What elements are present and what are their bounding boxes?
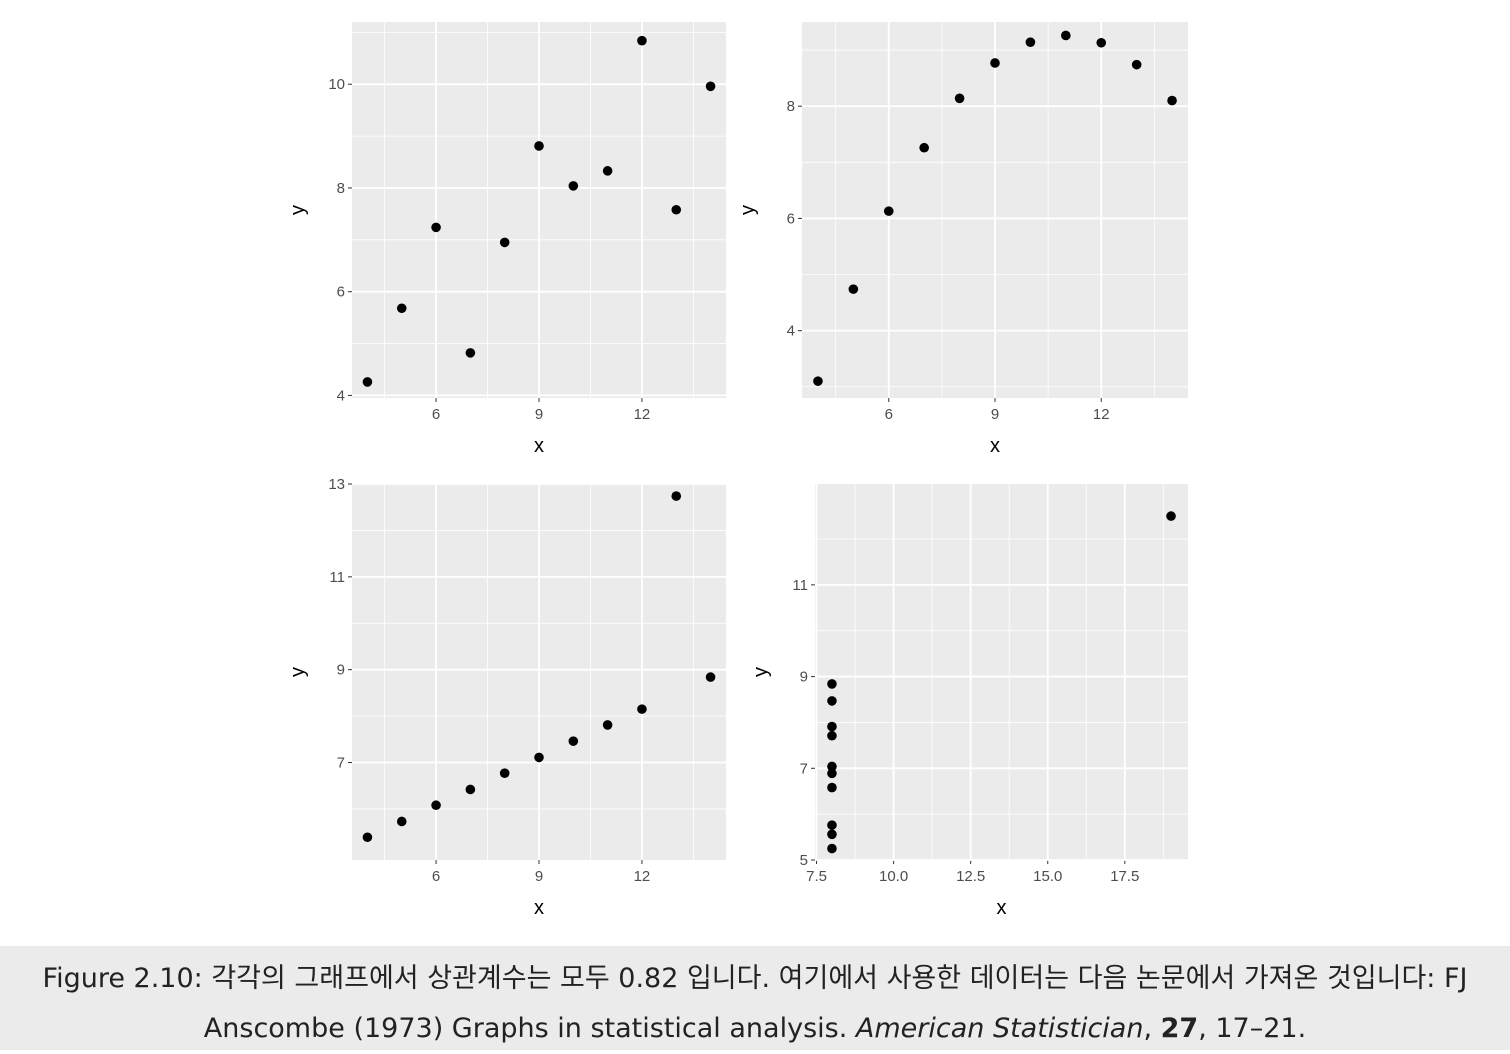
y-tick-label: 11 — [792, 577, 808, 594]
y-tick-label: 4 — [337, 387, 345, 404]
panel-background — [815, 484, 1188, 860]
data-point — [705, 81, 716, 92]
data-point — [813, 376, 823, 386]
data-point — [534, 141, 544, 151]
data-point — [568, 181, 579, 191]
x-tick-label: 10.0 — [879, 868, 908, 885]
y-tick-label: 8 — [787, 98, 795, 115]
scatter-panel-3: 6 9 12 7 9 11 13 x y — [287, 476, 726, 919]
data-point — [568, 736, 579, 746]
y-axis-title: y — [750, 667, 772, 677]
data-point — [465, 784, 476, 795]
caption-journal: American Statistician — [855, 1013, 1144, 1044]
y-axis-title: y — [287, 205, 309, 215]
scatter-panel-2: 6 9 12 4 6 8 x y — [737, 22, 1188, 457]
x-tick-label: 6 — [885, 406, 893, 423]
y-tick-label: 4 — [787, 323, 795, 340]
data-point — [1166, 511, 1176, 521]
x-tick-label: 15.0 — [1033, 868, 1062, 885]
data-point — [705, 672, 716, 682]
y-tick-label: 7 — [800, 760, 808, 777]
x-tick-label: 12 — [634, 868, 651, 885]
data-point — [827, 829, 837, 840]
data-point — [396, 816, 407, 827]
x-tick-label: 6 — [432, 868, 440, 885]
data-point — [431, 222, 441, 233]
y-tick-label: 13 — [328, 476, 345, 493]
x-tick-label: 12 — [1093, 406, 1110, 423]
x-axis-title: x — [997, 897, 1007, 919]
data-point — [431, 800, 441, 811]
data-point — [1096, 37, 1107, 48]
data-point — [848, 284, 859, 294]
scatter-plots-svg: 6 9 12 4 6 8 10 x y 6 9 12 4 6 8 x y 6 9 12 7 9 11 13 x y 7.5 10.0 1… — [287, 22, 1188, 919]
y-axis-title: y — [737, 205, 759, 215]
y-axis-title: y — [287, 667, 309, 677]
data-point — [499, 237, 510, 248]
y-tick-label: 9 — [800, 669, 808, 686]
data-point — [602, 166, 613, 176]
x-tick-label: 12.5 — [956, 868, 985, 885]
x-tick-label: 7.5 — [806, 868, 827, 885]
caption-text-1: Figure 2.10: 각각의 그래프에서 상관계수는 모두 0.82 입니다… — [42, 963, 1468, 1044]
data-point — [362, 832, 373, 843]
data-point — [954, 93, 965, 104]
caption-text-2: , — [1143, 1013, 1161, 1044]
data-point — [919, 142, 929, 153]
x-tick-label: 9 — [991, 406, 999, 423]
data-point — [1131, 59, 1142, 70]
y-tick-label: 9 — [337, 662, 345, 679]
data-point — [827, 679, 837, 689]
data-point — [827, 730, 837, 741]
data-point — [827, 721, 837, 732]
y-tick-label: 8 — [337, 180, 345, 197]
y-tick-label: 10 — [328, 76, 345, 93]
x-tick-label: 17.5 — [1110, 868, 1139, 885]
y-tick-label: 5 — [800, 852, 808, 869]
data-point — [1167, 95, 1177, 106]
x-axis-title: x — [534, 435, 544, 457]
y-tick-label: 6 — [787, 210, 795, 227]
data-point — [827, 820, 837, 830]
data-point — [671, 204, 682, 215]
data-point — [499, 768, 510, 778]
data-point — [827, 696, 837, 706]
data-point — [883, 206, 894, 216]
figure-caption: Figure 2.10: 각각의 그래프에서 상관계수는 모두 0.82 입니다… — [0, 946, 1510, 1050]
data-point — [602, 720, 613, 730]
scatter-panel-1: 6 9 12 4 6 8 10 x y — [287, 22, 726, 457]
x-tick-label: 9 — [535, 868, 543, 885]
x-axis-title: x — [534, 897, 544, 919]
data-point — [465, 348, 476, 358]
y-tick-label: 7 — [337, 755, 345, 772]
caption-text-3: , 17–21. — [1198, 1013, 1307, 1044]
data-point — [827, 782, 837, 793]
data-point — [637, 35, 647, 46]
data-point — [827, 843, 837, 854]
x-tick-label: 6 — [432, 406, 440, 423]
x-tick-label: 12 — [634, 406, 651, 423]
data-point — [1025, 37, 1036, 48]
data-point — [827, 761, 837, 772]
data-point — [637, 704, 647, 714]
data-point — [362, 377, 373, 387]
y-tick-label: 11 — [329, 569, 345, 586]
scatter-panel-4: 7.5 10.0 12.5 15.0 17.5 5 7 9 11 x y — [750, 484, 1188, 919]
y-tick-label: 6 — [337, 284, 345, 301]
data-point — [671, 491, 682, 501]
data-point — [827, 768, 837, 779]
data-point — [990, 58, 1000, 68]
anscombe-figure: 6 9 12 4 6 8 10 x y 6 9 12 4 6 8 x y 6 9 12 7 9 11 13 x y 7.5 10.0 1… — [287, 22, 1188, 919]
data-point — [534, 752, 544, 763]
caption-volume: 27 — [1160, 1013, 1199, 1044]
x-axis-title: x — [990, 435, 1000, 457]
data-point — [1061, 30, 1071, 41]
x-tick-label: 9 — [535, 406, 543, 423]
data-point — [396, 303, 407, 314]
